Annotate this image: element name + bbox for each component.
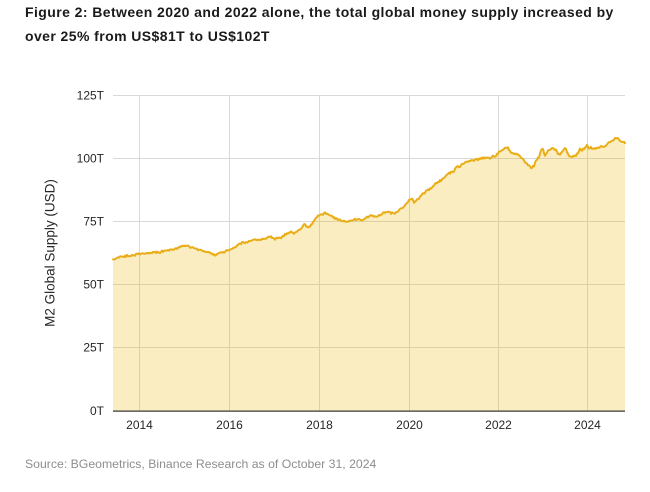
svg-text:125T: 125T	[77, 89, 105, 103]
svg-text:2018: 2018	[306, 418, 333, 432]
svg-text:2022: 2022	[485, 418, 512, 432]
svg-text:75T: 75T	[83, 215, 104, 229]
svg-text:25T: 25T	[83, 341, 104, 355]
svg-text:50T: 50T	[83, 278, 104, 292]
svg-text:2014: 2014	[126, 418, 153, 432]
svg-text:100T: 100T	[77, 152, 105, 166]
svg-text:2016: 2016	[216, 418, 243, 432]
svg-text:2020: 2020	[396, 418, 423, 432]
svg-text:2024: 2024	[574, 418, 601, 432]
svg-text:0T: 0T	[90, 404, 105, 418]
svg-text:M2 Global Supply (USD): M2 Global Supply (USD)	[43, 179, 58, 327]
